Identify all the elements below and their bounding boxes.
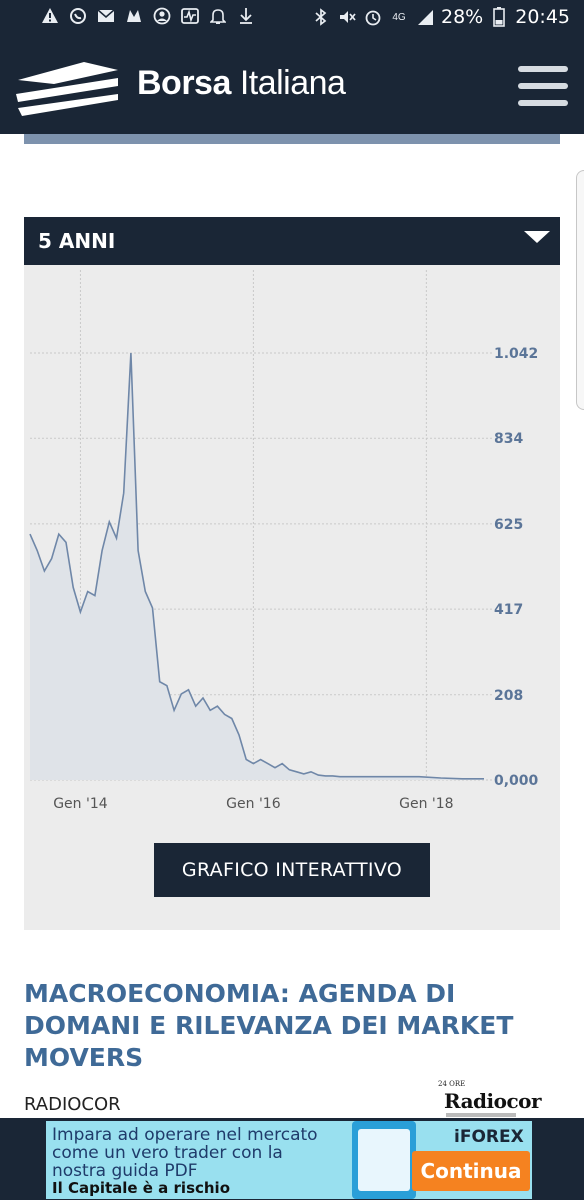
warning-icon — [40, 6, 60, 26]
brand-light: Italiana — [239, 64, 346, 102]
chart-area — [30, 353, 484, 780]
network-icon: 4G — [392, 11, 406, 23]
radiocor-logo-text: Radiocor — [444, 1089, 542, 1113]
x-tick-label: Gen '14 — [53, 796, 108, 812]
article-headline[interactable]: MACROECONOMIA: AGENDA DI DOMANI E RILEVA… — [24, 979, 514, 1072]
notification-icons — [40, 6, 256, 26]
mail-icon — [96, 6, 116, 26]
site-header: Borsa Italiana — [0, 38, 584, 134]
bell-icon — [208, 6, 228, 26]
app-icon — [124, 6, 144, 26]
y-tick-label: 0,000 — [494, 773, 539, 789]
battery-percent: 28% — [441, 6, 484, 28]
article-source: RADIOCOR — [24, 1094, 121, 1115]
ad-text-line: nostra guida PDF — [52, 1161, 198, 1181]
whatsapp-icon — [68, 6, 88, 26]
edge-panel-handle[interactable] — [576, 170, 584, 410]
interactive-chart-button[interactable]: GRAFICO INTERATTIVO — [154, 843, 430, 897]
period-selector[interactable]: 5 ANNI — [24, 217, 560, 265]
phone-screen — [358, 1129, 410, 1191]
system-icons: 4G 28% 20:45 — [311, 6, 570, 28]
menu-bar — [518, 83, 568, 89]
menu-icon[interactable] — [518, 66, 568, 106]
ad-banner[interactable]: Impara ad operare nel mercato come un ve… — [46, 1121, 532, 1199]
x-axis-labels: Gen '14 Gen '16 Gen '18 — [53, 796, 453, 812]
y-tick-label: 208 — [494, 688, 523, 704]
borsa-logo-icon[interactable] — [14, 52, 122, 120]
battery-icon — [489, 7, 509, 27]
signal-icon — [415, 7, 435, 27]
chevron-down-icon[interactable] — [524, 231, 550, 243]
alarm-icon — [363, 7, 383, 27]
header-band — [24, 134, 560, 144]
brand-name[interactable]: Borsa Italiana — [137, 64, 346, 103]
status-bar: 4G 28% 20:45 — [0, 0, 584, 38]
radiocor-logo: 24 ORE Radiocor — [438, 1080, 542, 1120]
clock: 20:45 — [515, 6, 570, 28]
brand-bold: Borsa — [137, 64, 231, 102]
y-axis-labels: 1.042 834 625 417 208 0,000 — [494, 346, 539, 789]
y-tick-label: 625 — [494, 517, 523, 533]
y-tick-label: 417 — [494, 602, 523, 618]
radiocor-logo-small: 24 ORE — [438, 1080, 466, 1088]
radiocor-logo-underline — [446, 1113, 516, 1117]
account-icon — [152, 6, 172, 26]
x-tick-label: Gen '18 — [399, 796, 453, 812]
phone-icon — [352, 1121, 416, 1199]
y-tick-label: 834 — [494, 431, 523, 447]
download-icon — [236, 6, 256, 26]
ad-text-line: come un vero trader con la — [52, 1143, 283, 1163]
ad-text-line: Impara ad operare nel mercato — [52, 1125, 318, 1145]
menu-bar — [518, 100, 568, 106]
activity-icon — [180, 6, 200, 26]
menu-bar — [518, 66, 568, 72]
chart-grid — [30, 270, 492, 781]
ad-continue-button[interactable]: Continua — [412, 1151, 530, 1191]
x-tick-label: Gen '16 — [226, 796, 281, 812]
chart-line — [29, 352, 484, 780]
chart-panel: 5 ANNI 1.042 834 625 417 208 0,000 Gen '14 Gen… — [24, 217, 560, 930]
mute-icon — [337, 7, 357, 27]
ad-brand: iFOREX — [454, 1127, 524, 1147]
period-selector-label: 5 ANNI — [38, 229, 116, 253]
y-tick-label: 1.042 — [494, 346, 538, 362]
ad-risk-warning: Il Capitale è a rischio — [52, 1179, 231, 1197]
bluetooth-icon — [311, 7, 331, 27]
